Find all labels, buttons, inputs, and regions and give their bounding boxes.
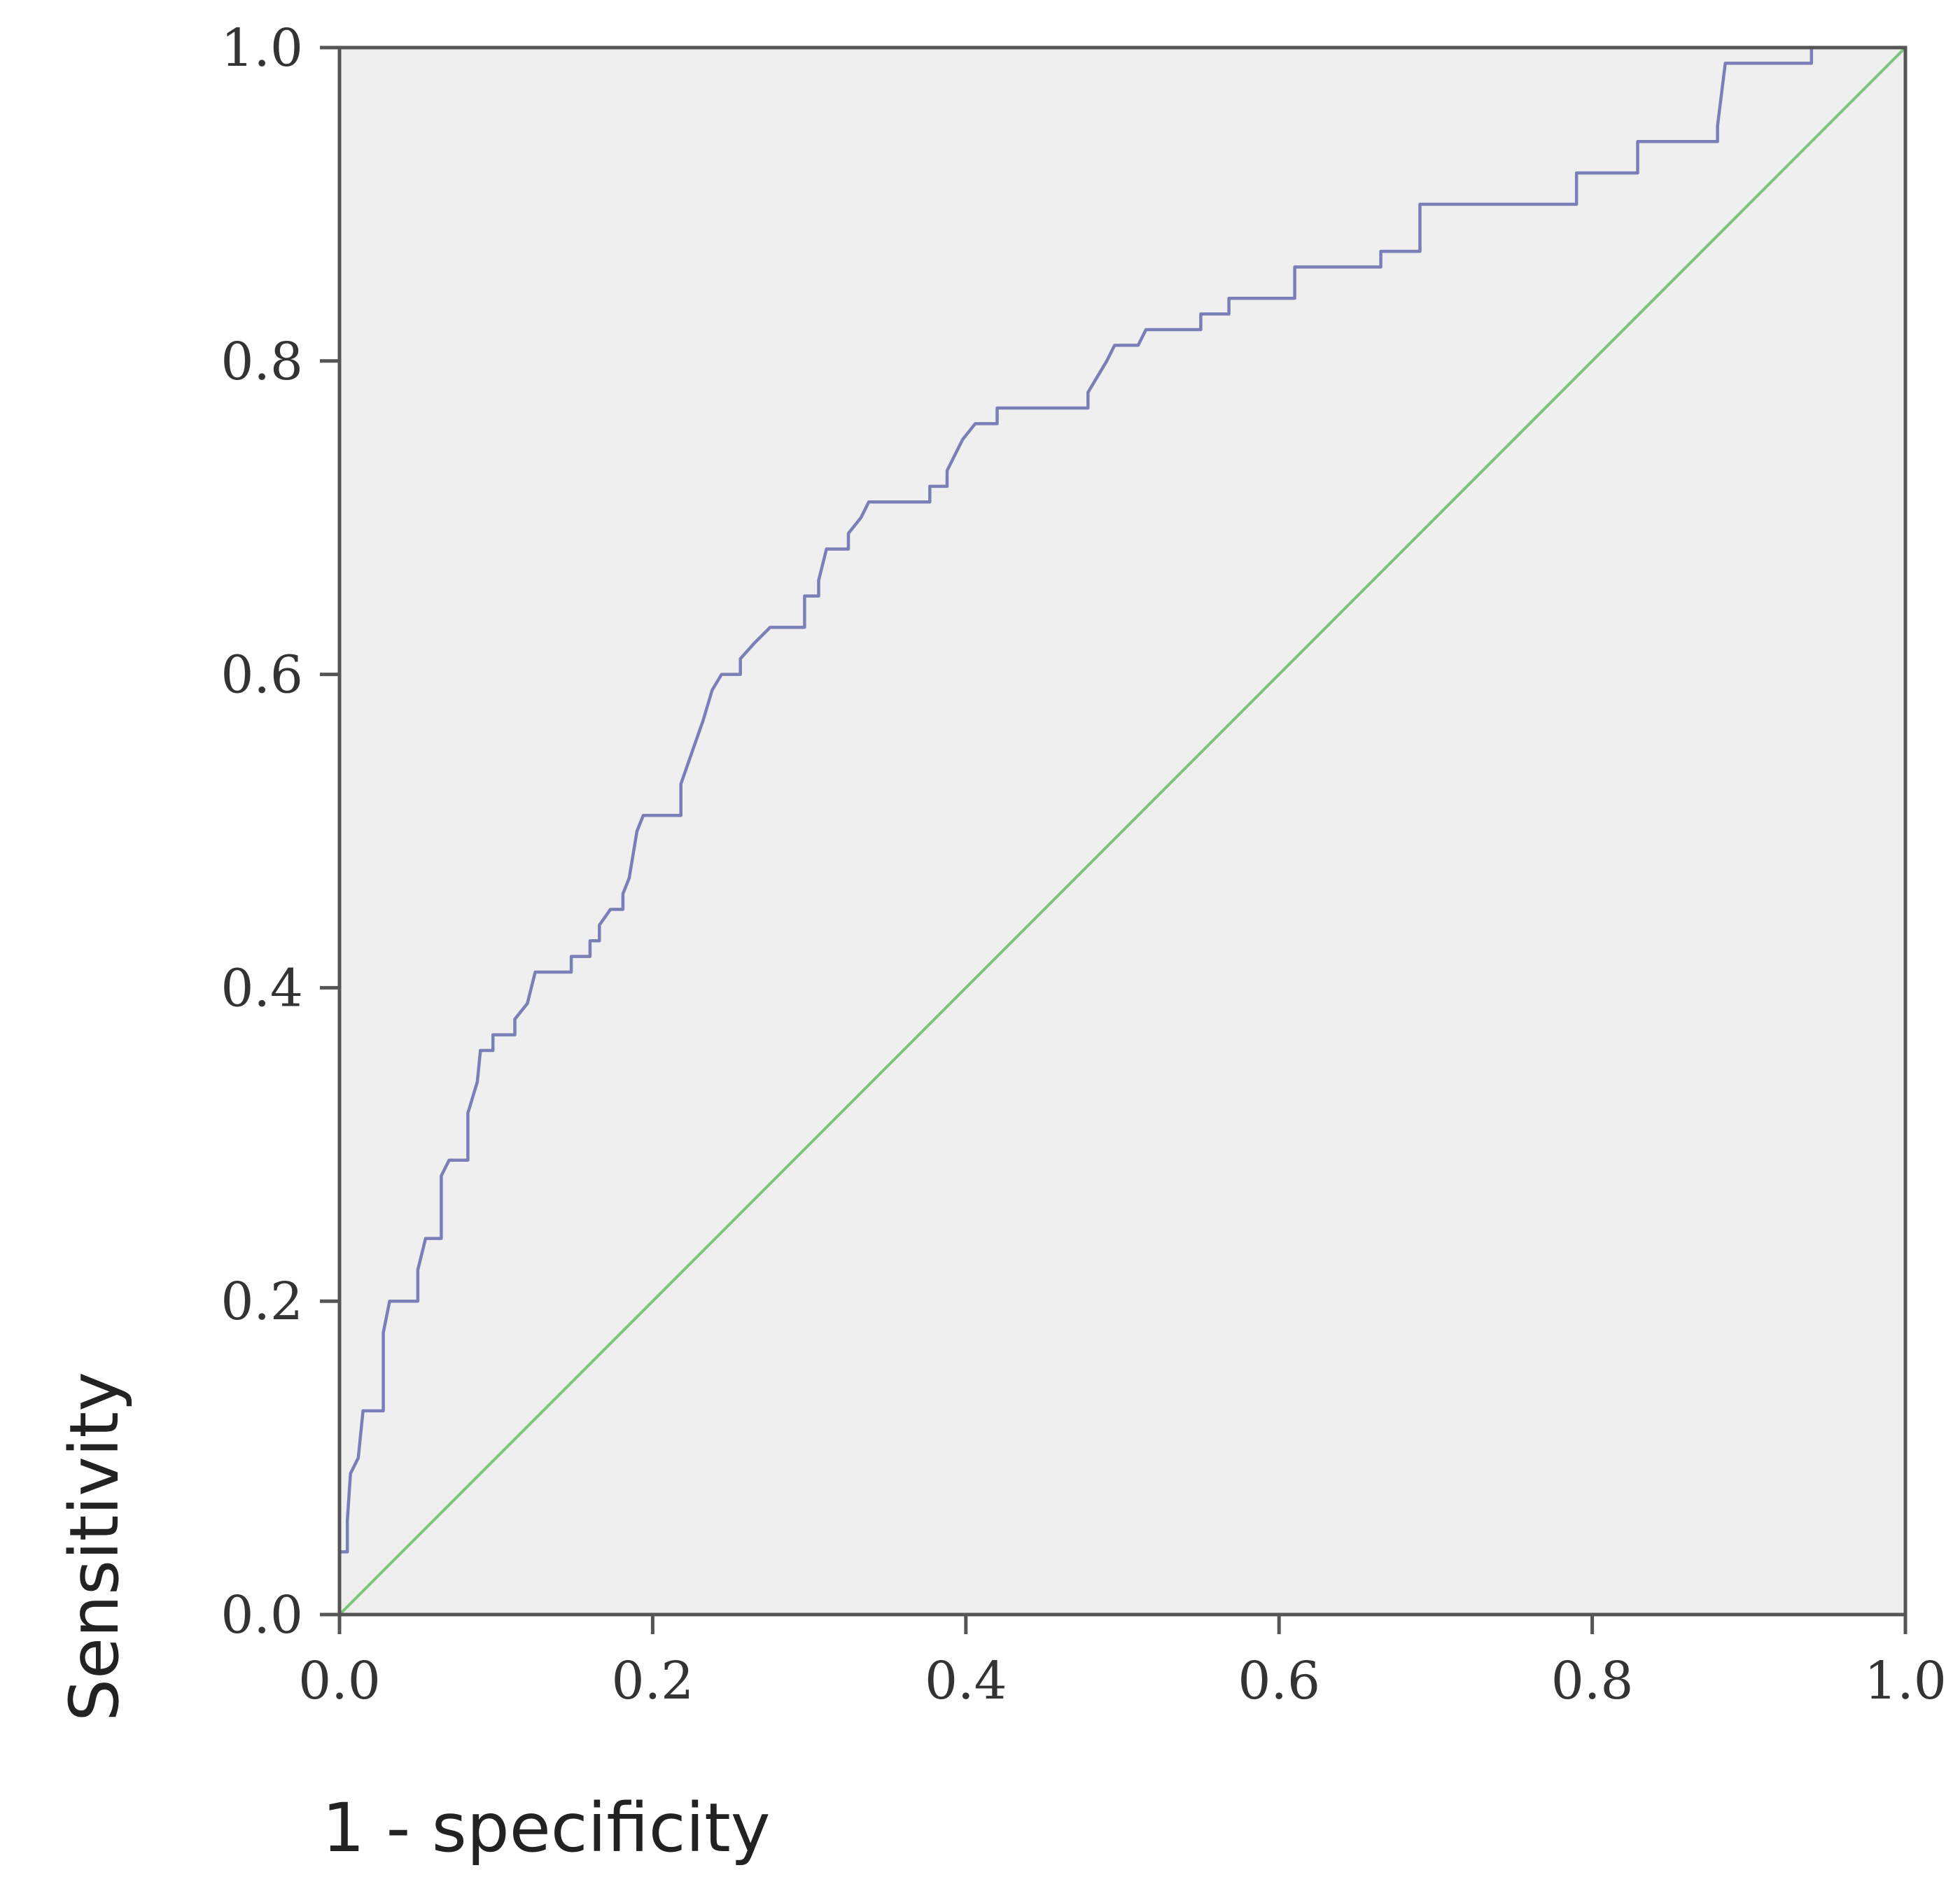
- y-tick-label: 1.0: [220, 18, 303, 78]
- x-axis-title: 1 - specificity: [322, 1789, 771, 1867]
- plot-frame: [337, 45, 1907, 1617]
- x-tick-label: 0.8: [1551, 1651, 1634, 1711]
- y-axis-title: Sensitivity: [55, 1372, 134, 1722]
- x-tick-label: 0.6: [1238, 1651, 1320, 1711]
- y-tick-label: 0.0: [220, 1585, 303, 1645]
- y-tick-label: 0.6: [220, 645, 303, 705]
- ticks-layer: 0.0 0.2 0.4 0.6 0.8 1.0 0.0 0.2 0.4 0.6 0.8 1.0: [220, 18, 1947, 1711]
- y-tick-label: 0.2: [220, 1272, 303, 1332]
- y-tick-label: 0.8: [220, 332, 303, 392]
- reference-diagonal-line: [338, 46, 1907, 1616]
- x-tick-label: 0.0: [298, 1651, 381, 1711]
- x-tick-label: 1.0: [1864, 1651, 1947, 1711]
- axes-layer: [337, 45, 1907, 1617]
- y-tick-label: 0.4: [220, 958, 303, 1018]
- roc-curve-line: [337, 45, 1905, 1615]
- series-layer: [337, 45, 1907, 1616]
- x-tick-label: 0.2: [612, 1651, 694, 1711]
- x-tick-label: 0.4: [925, 1651, 1007, 1711]
